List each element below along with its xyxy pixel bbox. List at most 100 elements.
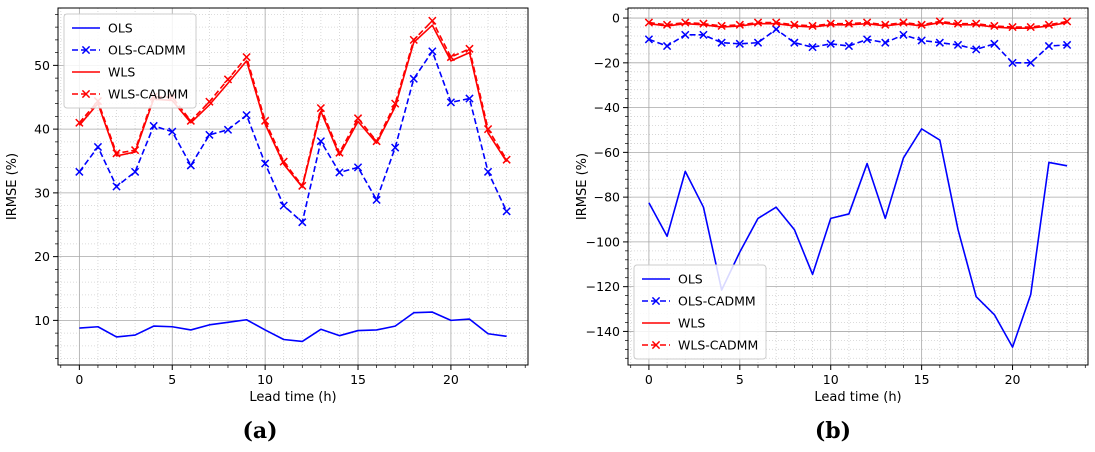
data-point-marker <box>1062 17 1072 26</box>
data-point-marker <box>465 44 474 53</box>
data-point-marker <box>735 20 744 29</box>
legend-box <box>633 264 767 360</box>
data-point-marker <box>990 21 999 31</box>
x-tick-label: 0 <box>75 372 83 387</box>
data-point-marker <box>1026 58 1035 67</box>
legend-label: OLS-CADMM <box>108 43 186 58</box>
data-point-marker <box>335 168 344 177</box>
x-tick-label: 10 <box>257 372 273 387</box>
data-point-marker <box>972 45 981 54</box>
data-point-marker <box>205 130 214 139</box>
data-point-marker <box>644 35 654 44</box>
x-tick-label: 0 <box>645 372 653 387</box>
data-point-marker <box>205 97 214 106</box>
data-point-marker <box>881 38 890 47</box>
data-point-marker <box>899 30 908 39</box>
y-tick-label: −120 <box>586 279 620 294</box>
data-point-marker <box>149 121 158 131</box>
chart-panel-a: 0 5 10 15 20 10 20 30 40 50 Lead time (h) IRMSE (%)… <box>5 7 529 405</box>
data-point-marker <box>391 99 400 108</box>
data-point-marker <box>1008 22 1017 32</box>
data-point-marker <box>1044 41 1054 51</box>
data-point-marker <box>844 19 854 28</box>
caption-a: (a) <box>242 418 278 444</box>
x-tick-label: 15 <box>914 372 930 387</box>
legend-label: WLS <box>678 316 705 331</box>
data-point-marker <box>699 30 708 39</box>
data-point-marker <box>844 41 854 51</box>
data-point-marker <box>409 35 418 45</box>
y-axis-label: IRMSE (%) <box>575 153 590 220</box>
data-point-marker <box>808 43 817 52</box>
series-ols-cadmm <box>644 25 1072 67</box>
y-tick-label: 30 <box>34 185 50 200</box>
series-line <box>648 20 1068 28</box>
legend-marker <box>651 296 661 306</box>
data-point-marker <box>790 38 799 47</box>
y-tick-label: −80 <box>594 190 620 205</box>
data-point-marker <box>1044 20 1054 29</box>
data-point-marker <box>735 39 744 48</box>
data-point-marker <box>428 47 437 56</box>
data-point-marker <box>372 137 381 146</box>
data-point-marker <box>972 19 981 28</box>
data-point-marker <box>881 20 890 29</box>
x-axis-label: Lead time (h) <box>249 390 336 405</box>
x-tick-label: 15 <box>350 372 366 387</box>
legend-marker <box>81 89 91 99</box>
data-point-marker <box>316 137 325 146</box>
data-point-marker <box>753 18 763 27</box>
data-point-marker <box>298 181 307 190</box>
data-point-marker <box>935 17 944 26</box>
legend: OLS OLS-CADMM WLS WLS-CADMM <box>63 13 197 109</box>
legend-label: OLS-CADMM <box>678 294 756 309</box>
data-point-marker <box>391 143 400 152</box>
data-point-marker <box>372 195 381 205</box>
caption-b: (b) <box>814 418 852 444</box>
data-point-marker <box>298 218 307 227</box>
data-point-marker <box>662 20 672 29</box>
x-tick-label: 20 <box>443 372 459 387</box>
data-point-marker <box>699 19 708 28</box>
data-point-marker <box>223 125 233 134</box>
data-point-marker <box>917 36 926 45</box>
data-point-marker <box>483 124 493 134</box>
data-point-marker <box>953 19 963 28</box>
series-line <box>78 50 508 223</box>
series-line <box>79 311 507 343</box>
y-tick-label: 20 <box>34 249 50 264</box>
data-point-marker <box>790 20 799 29</box>
data-point-marker <box>261 159 270 168</box>
legend-label: WLS-CADMM <box>678 338 758 353</box>
data-point-marker <box>242 110 251 120</box>
legend-marker <box>651 340 661 350</box>
data-point-marker <box>1026 22 1035 32</box>
y-axis-label: IRMSE (%) <box>5 153 20 220</box>
data-point-marker <box>1008 58 1017 67</box>
plot-frame <box>57 7 529 366</box>
legend-label: WLS <box>108 65 135 80</box>
series-wls-cadmm <box>75 16 511 190</box>
data-point-marker <box>502 155 511 164</box>
data-point-marker <box>168 127 177 136</box>
series-wls-cadmm <box>644 17 1072 32</box>
y-tick-label: 40 <box>34 122 50 137</box>
series-line <box>648 28 1068 64</box>
data-point-marker <box>130 146 140 155</box>
data-point-marker <box>130 167 140 176</box>
data-point-marker <box>75 167 84 176</box>
series-ols-cadmm <box>75 47 511 227</box>
data-point-marker <box>717 38 726 47</box>
data-point-marker <box>409 74 418 83</box>
data-point-marker <box>862 35 872 44</box>
data-point-marker <box>112 149 121 158</box>
y-tick-label: −100 <box>586 234 620 249</box>
data-point-marker <box>186 116 195 125</box>
data-point-marker <box>186 161 195 170</box>
y-tick-label: 0 <box>612 11 620 26</box>
legend-label: OLS <box>108 21 133 36</box>
data-point-marker <box>353 163 363 172</box>
axes: 0 5 10 15 20 0 −20 −40 −60 −80 −100 −120 −140 Lead ti… <box>575 8 1086 405</box>
legend-label: OLS <box>678 272 703 287</box>
